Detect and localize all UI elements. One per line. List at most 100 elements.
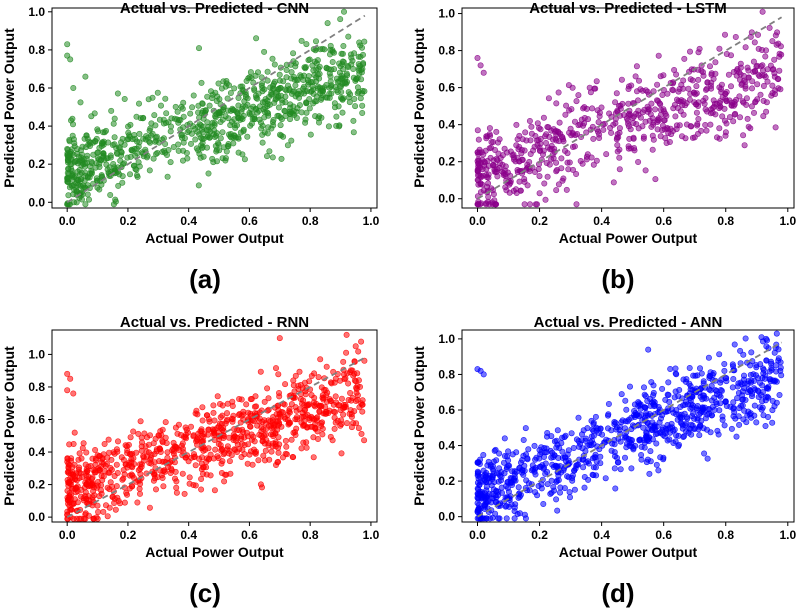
data-point <box>350 117 357 124</box>
data-point <box>147 139 154 146</box>
data-point <box>96 144 103 151</box>
data-point <box>70 440 77 447</box>
data-point <box>107 154 114 161</box>
x-tick-label: 0.8 <box>717 214 734 228</box>
data-point <box>347 389 354 396</box>
data-point <box>77 470 84 477</box>
data-point <box>70 390 77 397</box>
data-point <box>260 452 267 459</box>
y-tick-label: 0.8 <box>28 43 45 57</box>
data-point <box>277 122 284 129</box>
data-point <box>642 393 649 400</box>
data-point <box>633 63 640 70</box>
chart-title: Actual vs. Predicted - ANN <box>534 314 723 331</box>
data-point <box>645 346 652 353</box>
data-point <box>190 481 197 488</box>
data-point <box>474 127 481 134</box>
data-point <box>522 129 529 136</box>
data-point <box>344 72 351 79</box>
data-point <box>334 417 341 424</box>
data-point <box>532 489 539 496</box>
data-point <box>226 434 233 441</box>
data-point <box>275 449 282 456</box>
data-point <box>135 159 142 166</box>
data-point <box>695 49 702 56</box>
scatter-points <box>474 330 785 522</box>
data-point <box>307 131 314 138</box>
data-point <box>489 474 496 481</box>
data-point <box>137 115 144 122</box>
data-point <box>331 100 338 107</box>
data-point <box>531 143 538 150</box>
data-point <box>583 105 590 112</box>
data-point <box>219 116 226 123</box>
data-point <box>98 487 105 494</box>
data-point <box>743 95 750 102</box>
data-point <box>681 55 688 62</box>
data-point <box>359 408 366 415</box>
data-point <box>78 154 85 161</box>
data-point <box>195 182 202 189</box>
data-point <box>581 473 588 480</box>
data-point <box>340 358 347 365</box>
data-point <box>742 335 749 342</box>
data-point <box>621 434 628 441</box>
data-point <box>361 38 368 45</box>
data-point <box>79 143 86 150</box>
data-point <box>187 110 194 117</box>
data-point <box>79 445 86 452</box>
data-point <box>670 87 677 94</box>
data-point <box>188 140 195 147</box>
data-point <box>258 125 265 132</box>
data-point <box>492 446 499 453</box>
data-point <box>712 111 719 118</box>
data-point <box>90 488 97 495</box>
data-point <box>310 399 317 406</box>
data-point <box>135 430 142 437</box>
data-point <box>548 454 555 461</box>
data-point <box>152 122 159 129</box>
data-point <box>618 76 625 83</box>
data-point <box>222 155 229 162</box>
data-point <box>748 103 755 110</box>
data-point <box>480 451 487 458</box>
data-point <box>124 449 131 456</box>
data-point <box>625 145 632 152</box>
x-tick-label: 1.0 <box>363 528 380 542</box>
y-tick-label: 0.4 <box>438 439 455 453</box>
x-tick-label: 0.6 <box>241 528 258 542</box>
data-point <box>84 191 91 198</box>
data-point <box>211 122 218 129</box>
x-axis-label: Actual Power Output <box>145 230 284 246</box>
data-point <box>359 102 366 109</box>
data-point <box>175 141 182 148</box>
data-point <box>163 440 170 447</box>
data-point <box>324 20 331 27</box>
panel-label: (c) <box>189 578 221 608</box>
data-point <box>284 411 291 418</box>
data-point <box>776 391 783 398</box>
data-point <box>623 406 630 413</box>
data-point <box>590 135 597 142</box>
data-point <box>508 481 515 488</box>
data-point <box>673 432 680 439</box>
data-point <box>480 478 487 485</box>
data-point <box>259 80 266 87</box>
data-point <box>162 95 169 102</box>
data-point <box>200 153 207 160</box>
data-point <box>341 80 348 87</box>
data-point <box>520 436 527 443</box>
data-point <box>237 129 244 136</box>
data-point <box>480 371 487 378</box>
data-point <box>553 187 560 194</box>
data-point <box>224 107 231 114</box>
data-point <box>173 484 180 491</box>
data-point <box>581 120 588 127</box>
data-point <box>611 418 618 425</box>
data-point <box>751 39 758 46</box>
data-point <box>338 450 345 457</box>
data-point <box>283 67 290 74</box>
data-point <box>606 110 613 117</box>
data-point <box>685 85 692 92</box>
data-point <box>214 453 221 460</box>
